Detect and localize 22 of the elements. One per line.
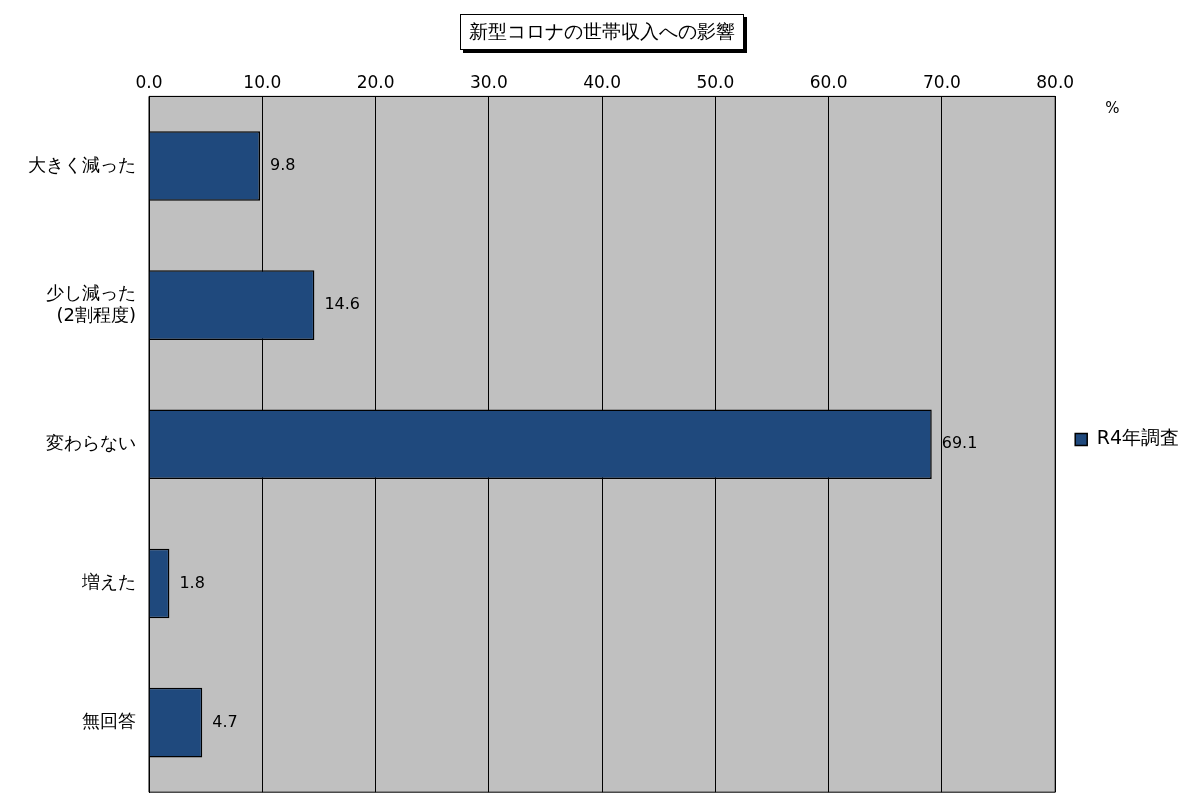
x-axis-title: % [1105, 98, 1120, 117]
chart-title: 新型コロナの世帯収入への影響 [459, 14, 744, 50]
x-tick-label: 20.0 [356, 71, 395, 92]
x-tick-label: 0.0 [135, 71, 163, 92]
x-tick-label: 30.0 [469, 71, 508, 92]
data-label: 69.1 [941, 433, 978, 453]
y-tick-label: 増えた [81, 571, 136, 593]
x-tick-label: 50.0 [696, 71, 735, 92]
x-tick-label: 60.0 [809, 71, 848, 92]
data-label: 1.8 [179, 572, 205, 592]
data-label: 9.8 [270, 155, 296, 175]
x-tick-label: 80.0 [1036, 71, 1075, 92]
y-tick-label: 少し減った (2割程度) [46, 282, 136, 325]
data-label: 14.6 [324, 294, 361, 314]
legend-label: R4年調査 [1096, 426, 1180, 449]
x-tick-label: 70.0 [923, 71, 961, 92]
data-label: 4.7 [212, 711, 238, 731]
x-tick-label: 40.0 [583, 71, 622, 92]
y-tick-label: 変わらない [46, 431, 136, 453]
y-tick-label: 大きく減った [28, 153, 136, 175]
y-tick-label: 無回答 [82, 710, 136, 732]
x-tick-label: 10.0 [243, 71, 282, 92]
